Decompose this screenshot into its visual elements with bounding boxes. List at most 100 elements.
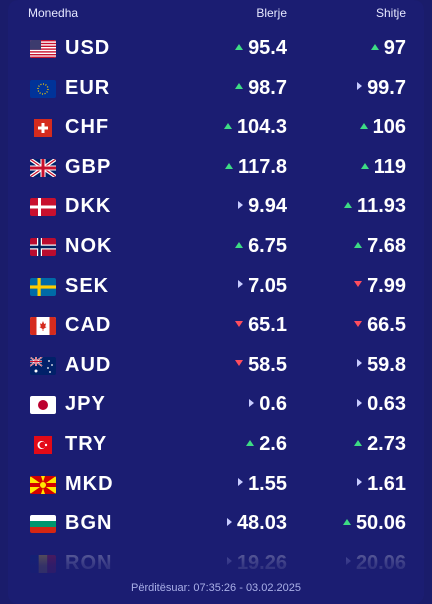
dk-flag-icon bbox=[30, 198, 56, 217]
currency-code: DKK bbox=[65, 195, 112, 218]
rate-row-jpy: JPY 0.6 0.63 bbox=[8, 385, 424, 425]
rate-row-ron: RON 19.26 20.06 bbox=[8, 544, 424, 584]
trend-up-icon bbox=[344, 202, 353, 209]
trend-unchanged-icon bbox=[249, 399, 255, 408]
rate-row-try: TRY 2.6 2.73 bbox=[8, 425, 424, 465]
us-flag-icon bbox=[30, 40, 56, 58]
buy-value: 117.8 bbox=[238, 155, 287, 178]
sell-rate: 11.93 bbox=[344, 195, 406, 218]
trend-unchanged-icon bbox=[357, 399, 363, 408]
buy-rate: 0.6 bbox=[249, 393, 287, 416]
trend-unchanged-icon bbox=[238, 201, 244, 210]
buy-value: 65.1 bbox=[248, 314, 287, 337]
rates-list: USD 95.4 97 EUR 98.7 99.7 CHF 104.3 106 GBP 117.8 1… bbox=[8, 29, 424, 583]
buy-rate: 98.7 bbox=[235, 77, 287, 100]
au-flag-icon bbox=[30, 356, 56, 375]
buy-rate: 104.3 bbox=[223, 116, 287, 139]
buy-value: 9.94 bbox=[248, 195, 287, 218]
buy-rate: 117.8 bbox=[225, 156, 287, 179]
buy-rate: 48.03 bbox=[226, 512, 287, 535]
trend-up-icon bbox=[235, 83, 244, 90]
header-currency: Monedha bbox=[28, 6, 79, 20]
sell-value: 20.06 bbox=[355, 551, 406, 574]
buy-rate: 58.5 bbox=[235, 354, 287, 377]
currency-code: EUR bbox=[65, 76, 111, 99]
buy-value: 7.05 bbox=[248, 274, 287, 297]
currency-code: NOK bbox=[65, 234, 113, 257]
buy-value: 104.3 bbox=[236, 116, 287, 139]
header-sell: Shitje bbox=[375, 6, 406, 20]
sell-rate: 7.68 bbox=[354, 235, 406, 258]
buy-value: 58.5 bbox=[248, 353, 287, 376]
trend-up-icon bbox=[354, 439, 363, 446]
sell-rate: 2.73 bbox=[354, 433, 406, 456]
trend-up-icon bbox=[235, 241, 244, 248]
trend-unchanged-icon bbox=[357, 359, 363, 368]
eu-flag-icon bbox=[30, 79, 56, 98]
sell-value: 7.68 bbox=[367, 234, 406, 257]
sell-value: 66.5 bbox=[367, 314, 406, 337]
currency-code: JPY bbox=[65, 393, 106, 416]
sell-value: 50.06 bbox=[355, 512, 406, 535]
trend-up-icon bbox=[223, 122, 232, 129]
header-buy: Blerje bbox=[256, 6, 287, 20]
rate-row-usd: USD 95.4 97 bbox=[8, 29, 424, 69]
buy-value: 98.7 bbox=[248, 76, 287, 99]
rate-row-bgn: BGN 48.03 50.06 bbox=[8, 504, 424, 544]
trend-unchanged-icon bbox=[357, 478, 363, 487]
currency-code: MKD bbox=[65, 472, 114, 495]
buy-rate: 95.4 bbox=[235, 37, 287, 60]
no-flag-icon bbox=[30, 237, 56, 256]
sell-rate: 0.63 bbox=[357, 393, 406, 416]
rate-row-cad: CAD 65.1 66.5 bbox=[8, 306, 424, 346]
exchange-rates-panel: Monedha Blerje Shitje USD 95.4 97 EUR 98.7 99… bbox=[8, 0, 424, 604]
trend-up-icon bbox=[246, 439, 255, 446]
trend-up-icon bbox=[342, 518, 351, 525]
trend-unchanged-icon bbox=[226, 557, 232, 566]
buy-rate: 19.26 bbox=[226, 551, 287, 575]
mk-flag-icon bbox=[30, 475, 56, 494]
sell-rate: 99.7 bbox=[357, 77, 406, 100]
buy-value: 2.6 bbox=[259, 432, 287, 455]
trend-up-icon bbox=[235, 43, 244, 50]
ro-flag-icon bbox=[30, 554, 56, 573]
trend-unchanged-icon bbox=[226, 517, 232, 526]
rate-row-aud: AUD 58.5 59.8 bbox=[8, 346, 424, 386]
buy-rate: 6.75 bbox=[235, 235, 287, 258]
buy-value: 1.55 bbox=[248, 472, 287, 495]
buy-value: 0.6 bbox=[259, 393, 287, 416]
buy-rate: 7.05 bbox=[238, 275, 287, 298]
trend-unchanged-icon bbox=[238, 478, 244, 487]
sell-rate: 50.06 bbox=[342, 512, 406, 535]
buy-value: 95.4 bbox=[248, 37, 287, 59]
trend-down-icon bbox=[354, 281, 363, 288]
last-updated: Përditësuar: 07:35:26 - 03.02.2025 bbox=[130, 582, 301, 594]
currency-code: CHF bbox=[65, 116, 110, 139]
sell-rate: 59.8 bbox=[357, 354, 406, 377]
sell-rate: 66.5 bbox=[354, 314, 406, 337]
trend-down-icon bbox=[235, 320, 244, 327]
sell-rate: 106 bbox=[359, 116, 406, 139]
currency-code: GBP bbox=[65, 155, 112, 178]
trend-up-icon bbox=[360, 162, 369, 169]
table-header: Monedha Blerje Shitje bbox=[8, 6, 424, 22]
trend-unchanged-icon bbox=[345, 557, 351, 566]
sell-value: 97 bbox=[383, 37, 406, 59]
rate-row-sek: SEK 7.05 7.99 bbox=[8, 267, 424, 307]
tr-flag-icon bbox=[30, 435, 56, 454]
rate-row-dkk: DKK 9.94 11.93 bbox=[8, 187, 424, 227]
buy-rate: 2.6 bbox=[246, 433, 287, 456]
sell-value: 99.7 bbox=[367, 76, 406, 99]
sell-value: 2.73 bbox=[367, 432, 406, 455]
currency-code: RON bbox=[65, 551, 113, 574]
sell-value: 11.93 bbox=[357, 195, 406, 218]
rate-row-nok: NOK 6.75 7.68 bbox=[8, 227, 424, 267]
jp-flag-icon bbox=[30, 396, 56, 415]
sell-value: 0.63 bbox=[367, 393, 406, 416]
buy-value: 19.26 bbox=[236, 551, 287, 574]
trend-unchanged-icon bbox=[357, 82, 363, 91]
currency-code: BGN bbox=[65, 512, 113, 535]
currency-code: AUD bbox=[65, 353, 112, 376]
rate-row-eur: EUR 98.7 99.7 bbox=[8, 69, 424, 109]
trend-up-icon bbox=[359, 122, 368, 129]
